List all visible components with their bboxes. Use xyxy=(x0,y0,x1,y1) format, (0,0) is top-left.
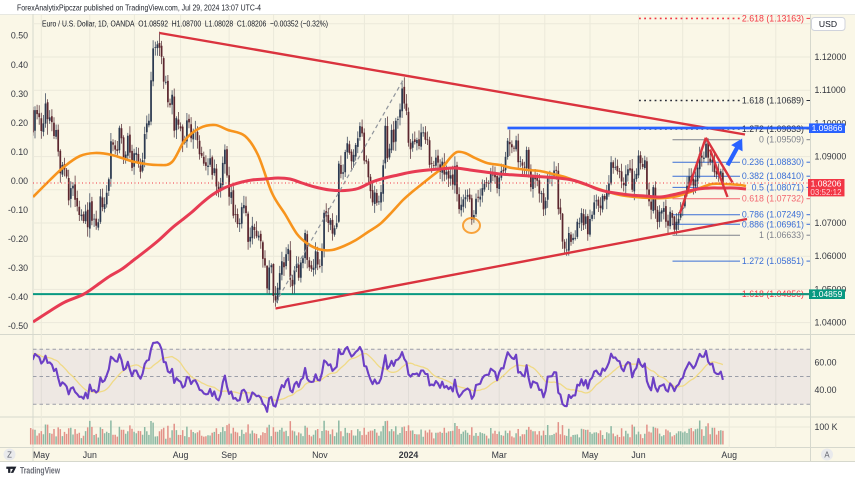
svg-text:Mar: Mar xyxy=(492,450,507,460)
svg-text:1.272 (1.05851): 1.272 (1.05851) xyxy=(742,256,804,266)
svg-text:1.06000: 1.06000 xyxy=(815,251,847,261)
svg-text:0 (1.09509): 0 (1.09509) xyxy=(759,135,804,145)
svg-text:0.10: 0.10 xyxy=(11,147,28,157)
svg-text:1.11000: 1.11000 xyxy=(815,85,846,95)
svg-text:100 K: 100 K xyxy=(815,422,838,432)
svg-text:0.886 (1.06961): 0.886 (1.06961) xyxy=(742,219,804,229)
svg-text:1.08206: 1.08206 xyxy=(811,179,842,189)
svg-text:2.618 (1.13163): 2.618 (1.13163) xyxy=(742,13,804,23)
svg-text:Aug: Aug xyxy=(721,450,737,460)
svg-text:60.00: 60.00 xyxy=(815,357,837,367)
svg-text:1.10000: 1.10000 xyxy=(815,118,847,128)
svg-text:Jun: Jun xyxy=(83,450,97,460)
svg-text:0.20: 0.20 xyxy=(11,118,28,128)
svg-text:Nov: Nov xyxy=(312,450,328,460)
svg-text:1.618 (1.10689): 1.618 (1.10689) xyxy=(742,96,804,106)
svg-text:0.30: 0.30 xyxy=(11,89,28,99)
svg-text:Euro / U.S. Dollar, 1D, OANDA: Euro / U.S. Dollar, 1D, OANDA O1.08592 H… xyxy=(42,18,328,28)
svg-text:1.07000: 1.07000 xyxy=(815,218,847,228)
svg-text:May: May xyxy=(33,450,50,460)
svg-text:1.12000: 1.12000 xyxy=(815,52,847,62)
svg-text:Sep: Sep xyxy=(221,450,237,460)
svg-text:TradingView: TradingView xyxy=(20,466,61,476)
svg-text:0.50: 0.50 xyxy=(11,31,28,41)
svg-text:May: May xyxy=(582,450,599,460)
svg-text:ForexAnalytixPipczar published: ForexAnalytixPipczar published on Tradin… xyxy=(17,2,261,12)
svg-text:0.5 (1.08071): 0.5 (1.08071) xyxy=(752,182,804,192)
svg-text:-0.50: -0.50 xyxy=(8,321,28,331)
svg-text:0.786 (1.07249): 0.786 (1.07249) xyxy=(742,210,804,220)
svg-text:1.09000: 1.09000 xyxy=(815,152,847,162)
svg-text:-0.10: -0.10 xyxy=(8,205,28,215)
svg-text:USD: USD xyxy=(819,19,837,29)
svg-text:1.09866: 1.09866 xyxy=(812,123,843,133)
svg-text:0.00: 0.00 xyxy=(11,176,28,186)
svg-text:Aug: Aug xyxy=(173,450,189,460)
svg-text:-0.20: -0.20 xyxy=(8,234,28,244)
svg-text:0.382 (1.08410): 0.382 (1.08410) xyxy=(742,171,804,181)
svg-text:Jun: Jun xyxy=(631,450,645,460)
svg-text:-0.40: -0.40 xyxy=(8,292,28,302)
svg-text:-0.30: -0.30 xyxy=(8,263,28,273)
svg-text:2024: 2024 xyxy=(399,450,419,460)
svg-text:0.40: 0.40 xyxy=(11,60,28,70)
svg-text:1.04000: 1.04000 xyxy=(815,318,847,328)
svg-text:40.00: 40.00 xyxy=(815,385,837,395)
svg-text:1.04859: 1.04859 xyxy=(812,289,843,299)
svg-text:0.618 (1.07732): 0.618 (1.07732) xyxy=(742,194,804,204)
svg-text:1 (1.06633): 1 (1.06633) xyxy=(759,230,804,240)
svg-text:Z: Z xyxy=(7,450,12,459)
svg-text:0.236 (1.08830): 0.236 (1.08830) xyxy=(742,157,804,167)
svg-text:03:52:12: 03:52:12 xyxy=(810,188,842,197)
svg-text:A: A xyxy=(824,450,830,459)
